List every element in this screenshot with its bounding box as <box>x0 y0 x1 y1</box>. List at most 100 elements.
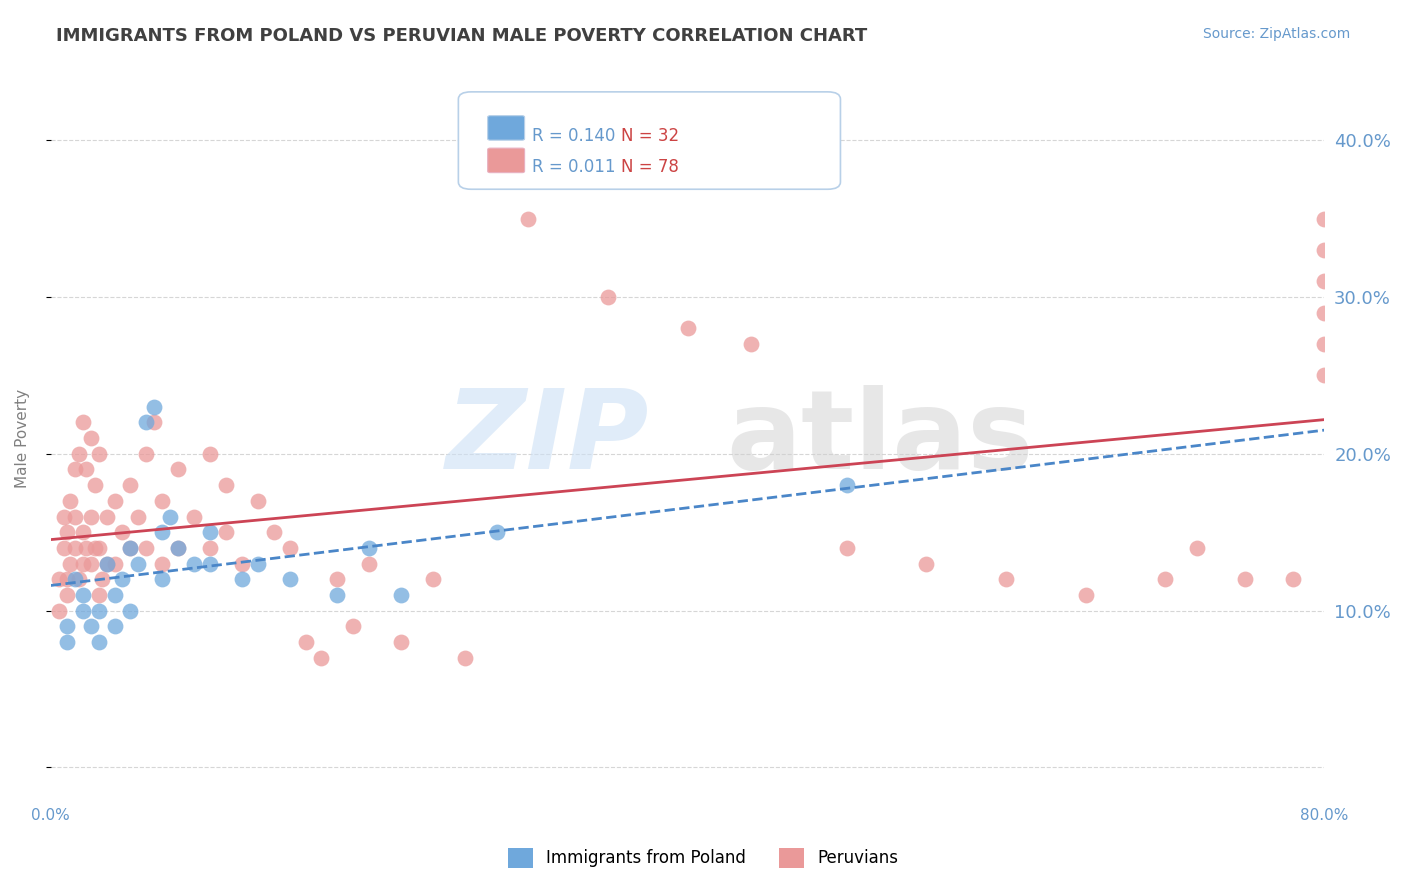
Point <box>359 541 381 555</box>
Point <box>143 416 166 430</box>
Point <box>995 572 1018 586</box>
Point <box>69 447 91 461</box>
Point <box>167 541 190 555</box>
Point <box>55 619 77 633</box>
Point <box>72 557 94 571</box>
Point <box>326 588 349 602</box>
Point <box>835 478 858 492</box>
Point <box>422 572 444 586</box>
Point <box>1233 572 1256 586</box>
Point <box>48 604 70 618</box>
Point <box>87 604 110 618</box>
Point <box>87 447 110 461</box>
Point <box>120 541 142 555</box>
Point <box>48 572 70 586</box>
Text: atlas: atlas <box>725 384 1033 491</box>
Point <box>1154 572 1177 586</box>
Point <box>79 431 101 445</box>
Point <box>835 541 858 555</box>
Point <box>87 588 110 602</box>
Point <box>359 557 381 571</box>
Point <box>676 321 699 335</box>
Point <box>1313 306 1336 320</box>
Point <box>1074 588 1097 602</box>
Point <box>1313 243 1336 257</box>
Point <box>150 572 173 586</box>
Legend: Immigrants from Poland, Peruvians: Immigrants from Poland, Peruvians <box>501 841 905 875</box>
Point <box>55 588 77 602</box>
Point <box>79 509 101 524</box>
Point <box>120 478 142 492</box>
Point <box>72 416 94 430</box>
Point <box>84 478 107 492</box>
Point <box>63 462 86 476</box>
Text: R = 0.011: R = 0.011 <box>533 158 616 177</box>
Point <box>517 211 540 226</box>
Text: R = 0.140: R = 0.140 <box>533 128 616 145</box>
Point <box>72 604 94 618</box>
Point <box>84 541 107 555</box>
Point <box>79 619 101 633</box>
Point <box>120 541 142 555</box>
Point <box>198 541 221 555</box>
Point <box>103 557 125 571</box>
Point <box>135 447 157 461</box>
Point <box>167 462 190 476</box>
Point <box>215 525 238 540</box>
Point <box>231 572 253 586</box>
Point <box>1281 572 1303 586</box>
Point <box>103 493 125 508</box>
Point <box>135 541 157 555</box>
Point <box>389 635 412 649</box>
Y-axis label: Male Poverty: Male Poverty <box>15 389 30 488</box>
Point <box>246 557 269 571</box>
Point <box>1313 274 1336 288</box>
Point <box>150 525 173 540</box>
Point <box>120 604 142 618</box>
Point <box>150 557 173 571</box>
Point <box>231 557 253 571</box>
Point <box>127 509 149 524</box>
Text: ZIP: ZIP <box>446 384 650 491</box>
Point <box>59 493 82 508</box>
Text: Source: ZipAtlas.com: Source: ZipAtlas.com <box>1202 27 1350 41</box>
Point <box>198 557 221 571</box>
Point <box>1313 211 1336 226</box>
FancyBboxPatch shape <box>488 116 524 140</box>
Point <box>55 572 77 586</box>
Point <box>215 478 238 492</box>
Point <box>103 619 125 633</box>
Point <box>389 588 412 602</box>
FancyBboxPatch shape <box>488 148 524 173</box>
Point <box>135 416 157 430</box>
Point <box>198 447 221 461</box>
Point <box>143 400 166 414</box>
Point <box>183 509 205 524</box>
Point <box>485 525 508 540</box>
Point <box>52 541 75 555</box>
FancyBboxPatch shape <box>458 92 841 189</box>
Point <box>127 557 149 571</box>
Text: IMMIGRANTS FROM POLAND VS PERUVIAN MALE POVERTY CORRELATION CHART: IMMIGRANTS FROM POLAND VS PERUVIAN MALE … <box>56 27 868 45</box>
Point <box>1313 337 1336 351</box>
Point <box>96 509 118 524</box>
Point <box>740 337 762 351</box>
Point <box>454 650 477 665</box>
Point <box>87 635 110 649</box>
Point <box>342 619 364 633</box>
Point <box>75 462 97 476</box>
Text: N = 32: N = 32 <box>621 128 679 145</box>
Point <box>1313 368 1336 383</box>
Point <box>111 525 134 540</box>
Point <box>96 557 118 571</box>
Point <box>103 588 125 602</box>
Point <box>75 541 97 555</box>
Point <box>55 635 77 649</box>
Point <box>198 525 221 540</box>
Point <box>52 509 75 524</box>
Point <box>79 557 101 571</box>
Point <box>1185 541 1208 555</box>
Point <box>596 290 619 304</box>
Point <box>326 572 349 586</box>
Point <box>63 541 86 555</box>
